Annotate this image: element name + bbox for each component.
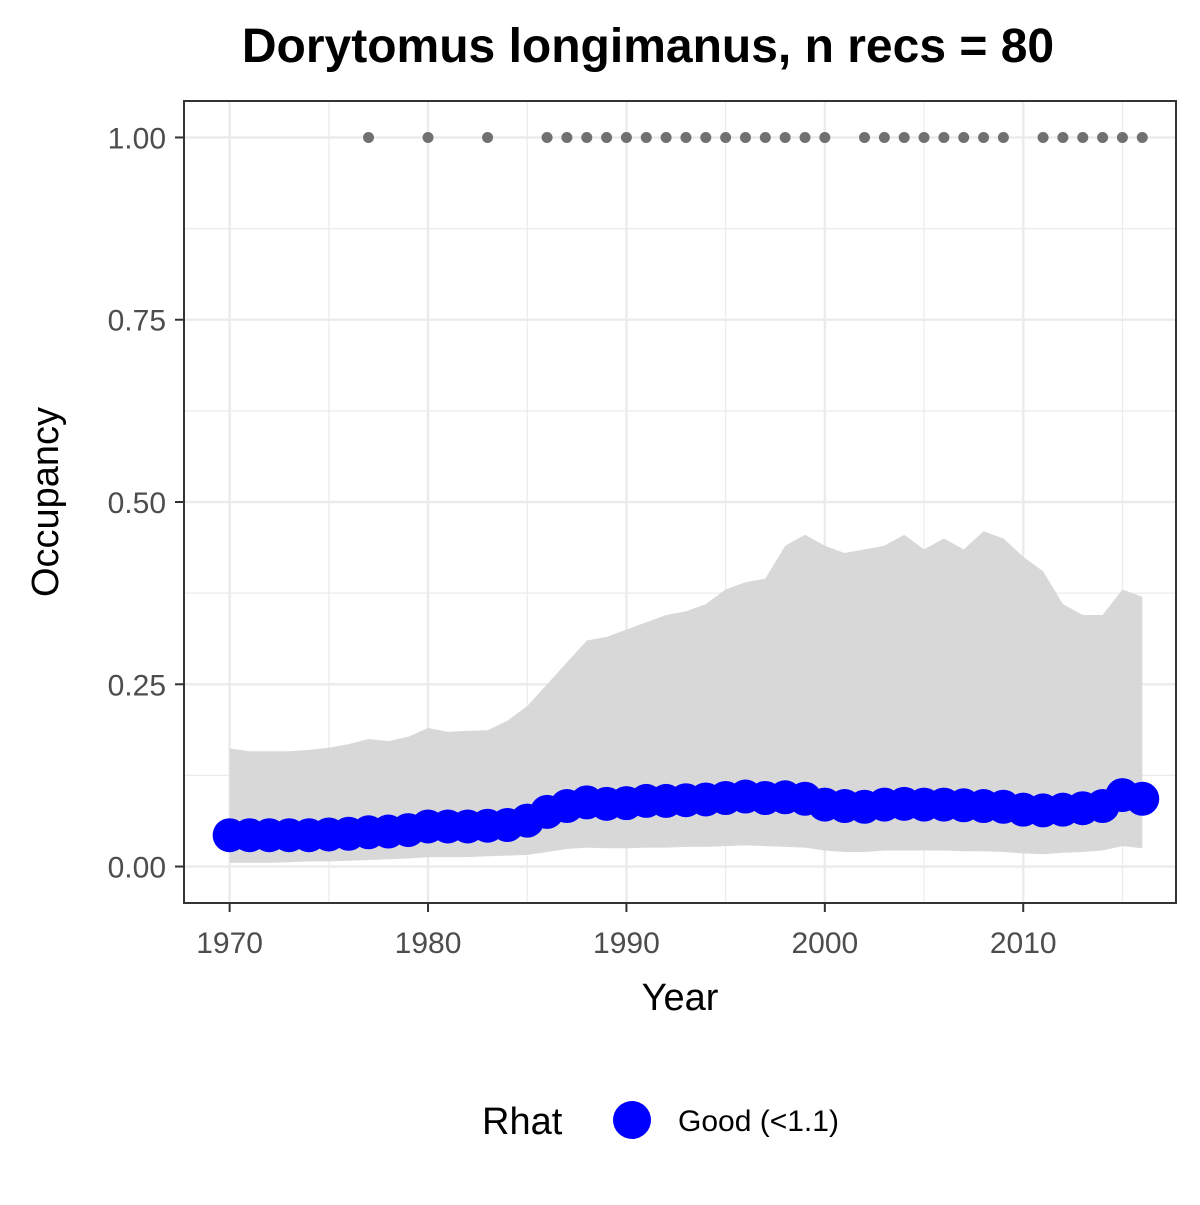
record-point	[739, 131, 751, 143]
record-point	[759, 131, 771, 143]
record-point	[938, 131, 950, 143]
record-point	[660, 131, 672, 143]
y-tick-label: 0.00	[108, 852, 166, 885]
legend-label-good: Good (<1.1)	[678, 1105, 839, 1138]
record-point	[1057, 131, 1069, 143]
y-tick-label: 1.00	[108, 122, 166, 155]
y-axis: 0.00 0.25 0.50 0.75 1.00	[108, 122, 184, 885]
record-point	[680, 131, 692, 143]
record-point	[1116, 131, 1128, 143]
record-point	[958, 131, 970, 143]
x-tick-label: 1970	[196, 927, 263, 960]
credible-interval-ribbon	[229, 531, 1143, 863]
record-point	[779, 131, 791, 143]
record-point	[878, 131, 890, 143]
x-axis: 1970 1980 1990 2000 2010	[196, 903, 1057, 960]
y-tick-label: 0.75	[108, 305, 166, 338]
record-point	[1136, 131, 1148, 143]
record-point	[363, 131, 375, 143]
record-point	[561, 131, 573, 143]
records-points-layer	[363, 131, 1148, 143]
credible-interval-layer	[229, 531, 1143, 863]
record-point	[422, 131, 434, 143]
plot-panel	[183, 100, 1177, 904]
record-point	[1077, 131, 1089, 143]
record-point	[978, 131, 990, 143]
record-point	[1097, 131, 1109, 143]
x-tick-label: 1990	[593, 927, 660, 960]
record-point	[819, 131, 831, 143]
y-tick-label: 0.50	[108, 487, 166, 520]
legend-title: Rhat	[482, 1101, 563, 1143]
record-point	[601, 131, 613, 143]
occupancy-point	[1125, 781, 1160, 816]
x-axis-title: Year	[642, 977, 719, 1019]
record-point	[997, 131, 1009, 143]
record-point	[799, 131, 811, 143]
y-axis-title: Occupancy	[25, 407, 67, 597]
record-point	[541, 131, 553, 143]
record-point	[581, 131, 593, 143]
record-point	[898, 131, 910, 143]
x-tick-label: 2000	[791, 927, 858, 960]
record-point	[700, 131, 712, 143]
x-tick-label: 1980	[395, 927, 462, 960]
record-point	[720, 131, 732, 143]
record-point	[1037, 131, 1049, 143]
record-point	[482, 131, 494, 143]
x-tick-label: 2010	[990, 927, 1057, 960]
record-point	[620, 131, 632, 143]
chart-title: Dorytomus longimanus, n recs = 80	[242, 20, 1054, 73]
occupancy-points-layer	[212, 778, 1160, 853]
record-point	[640, 131, 652, 143]
record-point	[918, 131, 930, 143]
record-point	[859, 131, 871, 143]
y-tick-label: 0.25	[108, 669, 166, 702]
legend-key-good	[613, 1101, 651, 1139]
legend: Rhat Good (<1.1)	[482, 1101, 839, 1143]
